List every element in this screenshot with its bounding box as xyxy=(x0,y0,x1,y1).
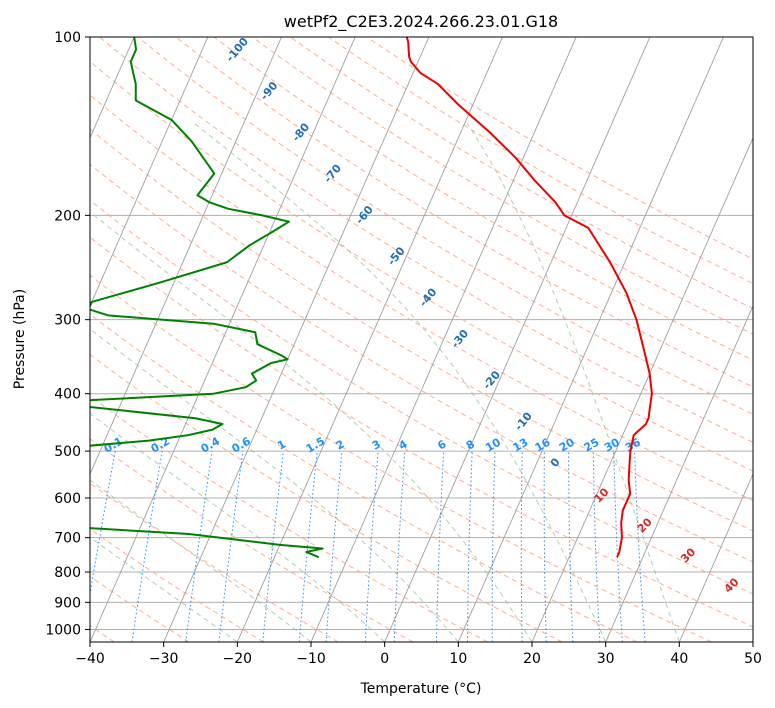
y-tick-label: 300 xyxy=(54,313,81,329)
x-tick-label: 20 xyxy=(523,651,541,667)
x-tick-label: 50 xyxy=(744,651,762,667)
x-tick-label: 40 xyxy=(670,651,688,667)
x-axis-title: Temperature (°C) xyxy=(360,681,482,697)
y-tick-label: 400 xyxy=(54,387,81,403)
dry-adiabat xyxy=(90,236,753,628)
isotherm xyxy=(605,304,753,642)
isotherm xyxy=(236,37,503,642)
dry-adiabat xyxy=(213,37,753,361)
x-tick-label: −40 xyxy=(75,651,105,667)
x-tick-label: −10 xyxy=(296,651,326,667)
dry-adiabat xyxy=(90,60,753,472)
isotherm xyxy=(310,37,577,642)
dry-adiabat xyxy=(90,313,638,642)
isotherm xyxy=(90,37,356,642)
y-tick-label: 600 xyxy=(54,491,81,507)
sounding-series xyxy=(90,37,653,559)
isotherm xyxy=(531,136,753,642)
x-axis: −40 −30 −20 −10 0 10 20 30 40 50 xyxy=(75,642,762,667)
isotherm xyxy=(457,37,724,642)
y-tick-label: 100 xyxy=(54,30,81,46)
isotherm xyxy=(678,472,753,642)
chart-title: wetPf2_C2E3.2024.266.23.01.G18 xyxy=(284,12,558,32)
y-axis-title: Pressure (hPa) xyxy=(12,289,28,389)
mixing-ratio-line xyxy=(90,451,116,597)
dewpoint-profile xyxy=(90,37,324,559)
isotherm xyxy=(384,37,651,642)
y-tick-label: 900 xyxy=(54,595,81,611)
moist-adiabat xyxy=(90,412,386,642)
moist-adiabat xyxy=(90,479,312,642)
dry-adiabat xyxy=(366,37,753,260)
isotherms xyxy=(90,37,753,642)
moist-adiabat xyxy=(194,123,607,642)
mixing-ratio-line xyxy=(218,451,244,642)
y-tick-label: 700 xyxy=(54,531,81,547)
dry-adiabat xyxy=(90,94,753,502)
mixing-ratio-line xyxy=(185,451,213,642)
dry-adiabat xyxy=(137,37,753,415)
x-tick-label: 30 xyxy=(597,651,615,667)
x-tick-label: 10 xyxy=(449,651,467,667)
y-tick-label: 800 xyxy=(54,565,81,581)
moist-adiabat xyxy=(90,211,533,642)
mixing-ratio-line xyxy=(131,451,163,642)
dry-adiabat xyxy=(90,199,753,595)
moist-adiabat xyxy=(90,328,459,642)
isotherm xyxy=(163,37,430,642)
plot-frame xyxy=(89,36,754,643)
y-tick-label: 1000 xyxy=(45,622,81,638)
temperature-profile xyxy=(405,37,653,558)
dry-adiabat xyxy=(251,37,753,335)
x-tick-label: −20 xyxy=(223,651,253,667)
x-tick-label: −30 xyxy=(149,651,179,667)
dry-adiabat xyxy=(290,37,753,310)
isotherm xyxy=(90,37,282,476)
dry-adiabats xyxy=(90,37,753,642)
dry-adiabat xyxy=(99,37,753,443)
x-tick-label: 0 xyxy=(380,651,389,667)
y-tick-label: 200 xyxy=(54,208,81,224)
dry-adiabat xyxy=(90,482,339,642)
isotherm xyxy=(90,37,209,308)
mixing-ratio-lines xyxy=(90,451,646,642)
y-axis: 100 200 300 400 500 600 700 800 900 1000 xyxy=(45,30,90,638)
dry-adiabat xyxy=(90,274,712,642)
dry-adiabat xyxy=(90,128,753,532)
dry-adiabat xyxy=(175,37,753,388)
y-tick-label: 500 xyxy=(54,444,81,460)
